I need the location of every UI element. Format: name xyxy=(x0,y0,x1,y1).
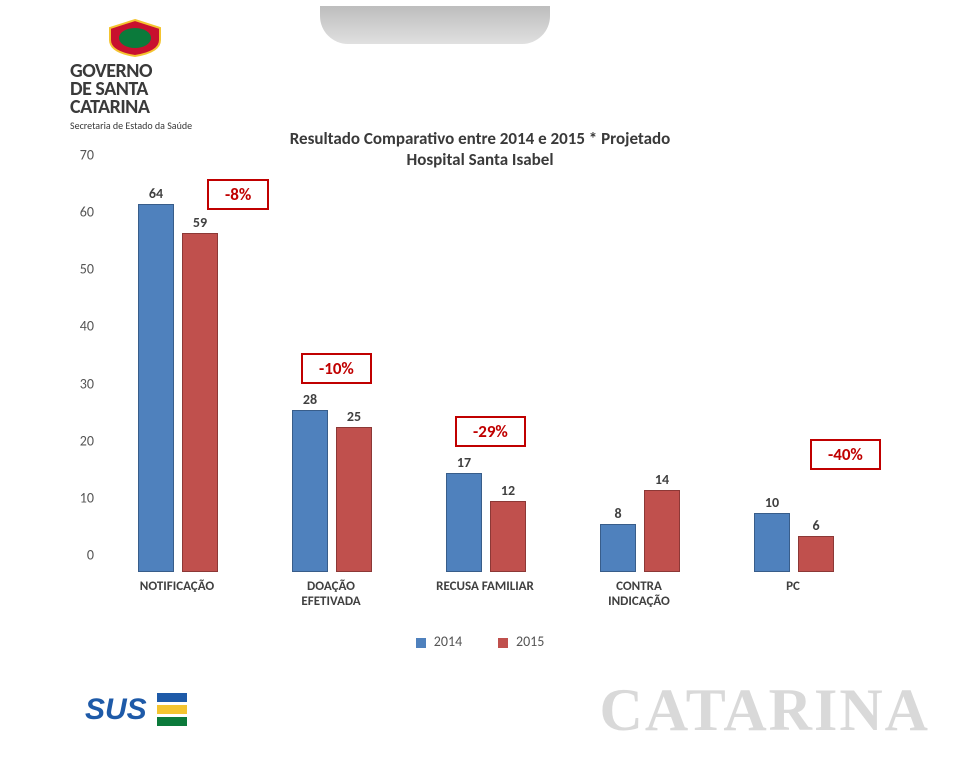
legend-label-2014: 2014 xyxy=(434,633,462,650)
bar-value-label: 17 xyxy=(457,454,471,471)
delta-callout: -40% xyxy=(810,439,881,470)
chart-legend: 2014 2015 xyxy=(0,632,960,651)
chart-title-line1: Resultado Comparativo entre 2014 e 2015 … xyxy=(290,128,671,149)
y-axis-tick: 20 xyxy=(80,432,94,449)
bar-value-label: 25 xyxy=(347,408,361,425)
bar: 14 xyxy=(644,490,680,572)
header-tab-decoration xyxy=(320,6,550,44)
bar: 28 xyxy=(292,410,328,572)
bar: 6 xyxy=(798,536,834,572)
bar-value-label: 12 xyxy=(501,482,515,499)
bar-value-label: 8 xyxy=(614,505,621,522)
legend-swatch-2014 xyxy=(416,638,426,648)
chart-title: Resultado Comparativo entre 2014 e 2015 … xyxy=(0,128,960,171)
y-axis-tick: 40 xyxy=(80,318,94,335)
bar: 8 xyxy=(600,524,636,572)
logo-line3: CATARINA xyxy=(70,98,200,116)
category-label: NOTIFICAÇÃO xyxy=(102,580,252,595)
bar-value-label: 64 xyxy=(149,185,163,202)
category-label: CONTRAINDICAÇÃO xyxy=(564,580,714,610)
y-axis-tick: 60 xyxy=(80,204,94,221)
delta-callout: -10% xyxy=(301,353,372,384)
bar: 12 xyxy=(490,501,526,572)
shield-icon xyxy=(105,18,165,58)
bar: 25 xyxy=(336,427,372,572)
category-label: PC xyxy=(718,580,868,595)
y-axis-tick: 70 xyxy=(80,147,94,164)
sus-logo: SUS xyxy=(85,685,195,735)
bar-value-label: 6 xyxy=(812,517,819,534)
legend-swatch-2015 xyxy=(498,638,508,648)
legend-item-2015: 2015 xyxy=(498,633,545,650)
y-axis-tick: 10 xyxy=(80,489,94,506)
legend-label-2015: 2015 xyxy=(516,633,544,650)
y-axis-tick: 50 xyxy=(80,261,94,278)
legend-item-2014: 2014 xyxy=(416,633,463,650)
delta-callout: -8% xyxy=(207,179,269,210)
y-axis-tick: 0 xyxy=(87,547,94,564)
footer-watermark: CATARINA xyxy=(600,676,930,745)
y-axis-tick: 30 xyxy=(80,375,94,392)
bar-value-label: 28 xyxy=(303,391,317,408)
bar: 17 xyxy=(446,473,482,572)
gov-logo: GOVERNO DE SANTA CATARINA Secretaria de … xyxy=(70,18,200,132)
bar: 10 xyxy=(754,513,790,572)
bar: 64 xyxy=(138,204,174,572)
sus-text: SUS xyxy=(85,693,147,726)
delta-callout: -29% xyxy=(455,416,526,447)
category-label: DOAÇÃOEFETIVADA xyxy=(256,580,406,610)
category-label: RECUSA FAMILIAR xyxy=(410,580,560,595)
chart-plot-area: 0102030405060706459NOTIFICAÇÃO-8%2825DOA… xyxy=(100,172,870,572)
bar-value-label: 14 xyxy=(655,471,669,488)
bar-value-label: 10 xyxy=(765,494,779,511)
bar: 59 xyxy=(182,233,218,572)
bar-value-label: 59 xyxy=(193,214,207,231)
chart-title-line2: Hospital Santa Isabel xyxy=(407,149,554,170)
